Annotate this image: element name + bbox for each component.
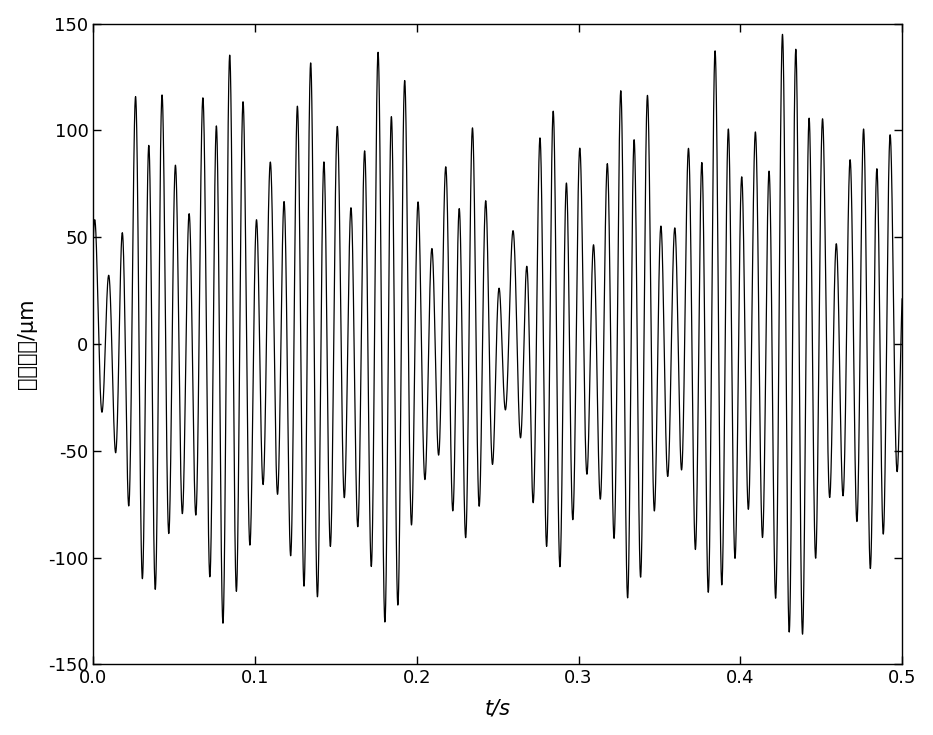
Y-axis label: 水平位移/μm: 水平位移/μm bbox=[17, 298, 36, 390]
X-axis label: t/s: t/s bbox=[484, 698, 510, 718]
